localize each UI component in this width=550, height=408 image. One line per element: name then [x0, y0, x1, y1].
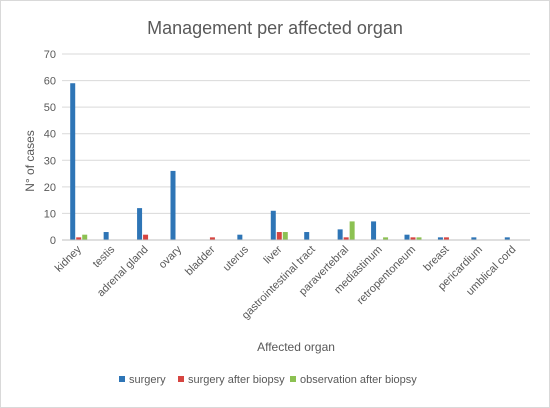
bar	[282, 232, 288, 240]
bar	[270, 210, 276, 240]
y-axis-title: N° of cases	[23, 130, 37, 192]
bar	[209, 237, 215, 240]
bar	[82, 234, 88, 240]
legend-swatch	[119, 376, 125, 382]
x-tick-label: uterus	[221, 243, 251, 273]
bar	[170, 170, 176, 240]
bar	[383, 237, 389, 240]
x-tick-label: bladder	[183, 243, 218, 278]
bar	[504, 237, 510, 240]
x-tick-label: retropentoneum	[355, 244, 418, 307]
bar	[337, 229, 343, 240]
legend: surgery surgery after biopsy observation a…	[119, 374, 417, 386]
y-tick-labels: 0 10 20 30 40 50 60 70	[44, 49, 56, 247]
legend-label: observation after biopsy	[300, 374, 417, 386]
bar	[343, 237, 349, 240]
bar	[143, 234, 149, 240]
legend-swatch	[178, 376, 184, 382]
chart-title: Management per affected organ	[147, 18, 403, 38]
bar	[410, 237, 416, 240]
y-tick-label: 60	[44, 76, 56, 88]
bar	[471, 237, 477, 240]
y-tick-label: 0	[50, 235, 56, 247]
bar	[304, 232, 310, 240]
bars	[70, 83, 510, 240]
bar	[443, 237, 449, 240]
y-tick-label: 50	[44, 102, 56, 114]
y-tick-label: 40	[44, 129, 56, 141]
bar	[404, 234, 410, 240]
bar	[437, 237, 443, 240]
y-tick-label: 20	[44, 182, 56, 194]
y-tick-label: 10	[44, 208, 56, 220]
gridlines	[62, 53, 530, 214]
x-tick-label: testis	[91, 243, 118, 270]
bar	[103, 232, 109, 240]
bar	[70, 83, 76, 240]
x-tick-label: kidney	[53, 243, 84, 274]
legend-label: surgery	[129, 374, 166, 386]
bar	[371, 221, 377, 240]
y-tick-label: 30	[44, 155, 56, 167]
bar	[137, 208, 143, 240]
x-tick-label: ovary	[157, 243, 185, 271]
bar	[276, 232, 282, 240]
y-tick-label: 70	[44, 49, 56, 61]
legend-swatch	[290, 376, 296, 382]
bar	[237, 234, 243, 240]
bar	[349, 221, 355, 240]
bar	[416, 237, 422, 240]
x-tick-label: breast	[421, 244, 451, 274]
x-tick-label: liver	[262, 243, 285, 266]
bar	[76, 237, 82, 240]
x-axis-title: Affected organ	[257, 340, 335, 354]
legend-label: surgery after biopsy	[188, 374, 285, 386]
